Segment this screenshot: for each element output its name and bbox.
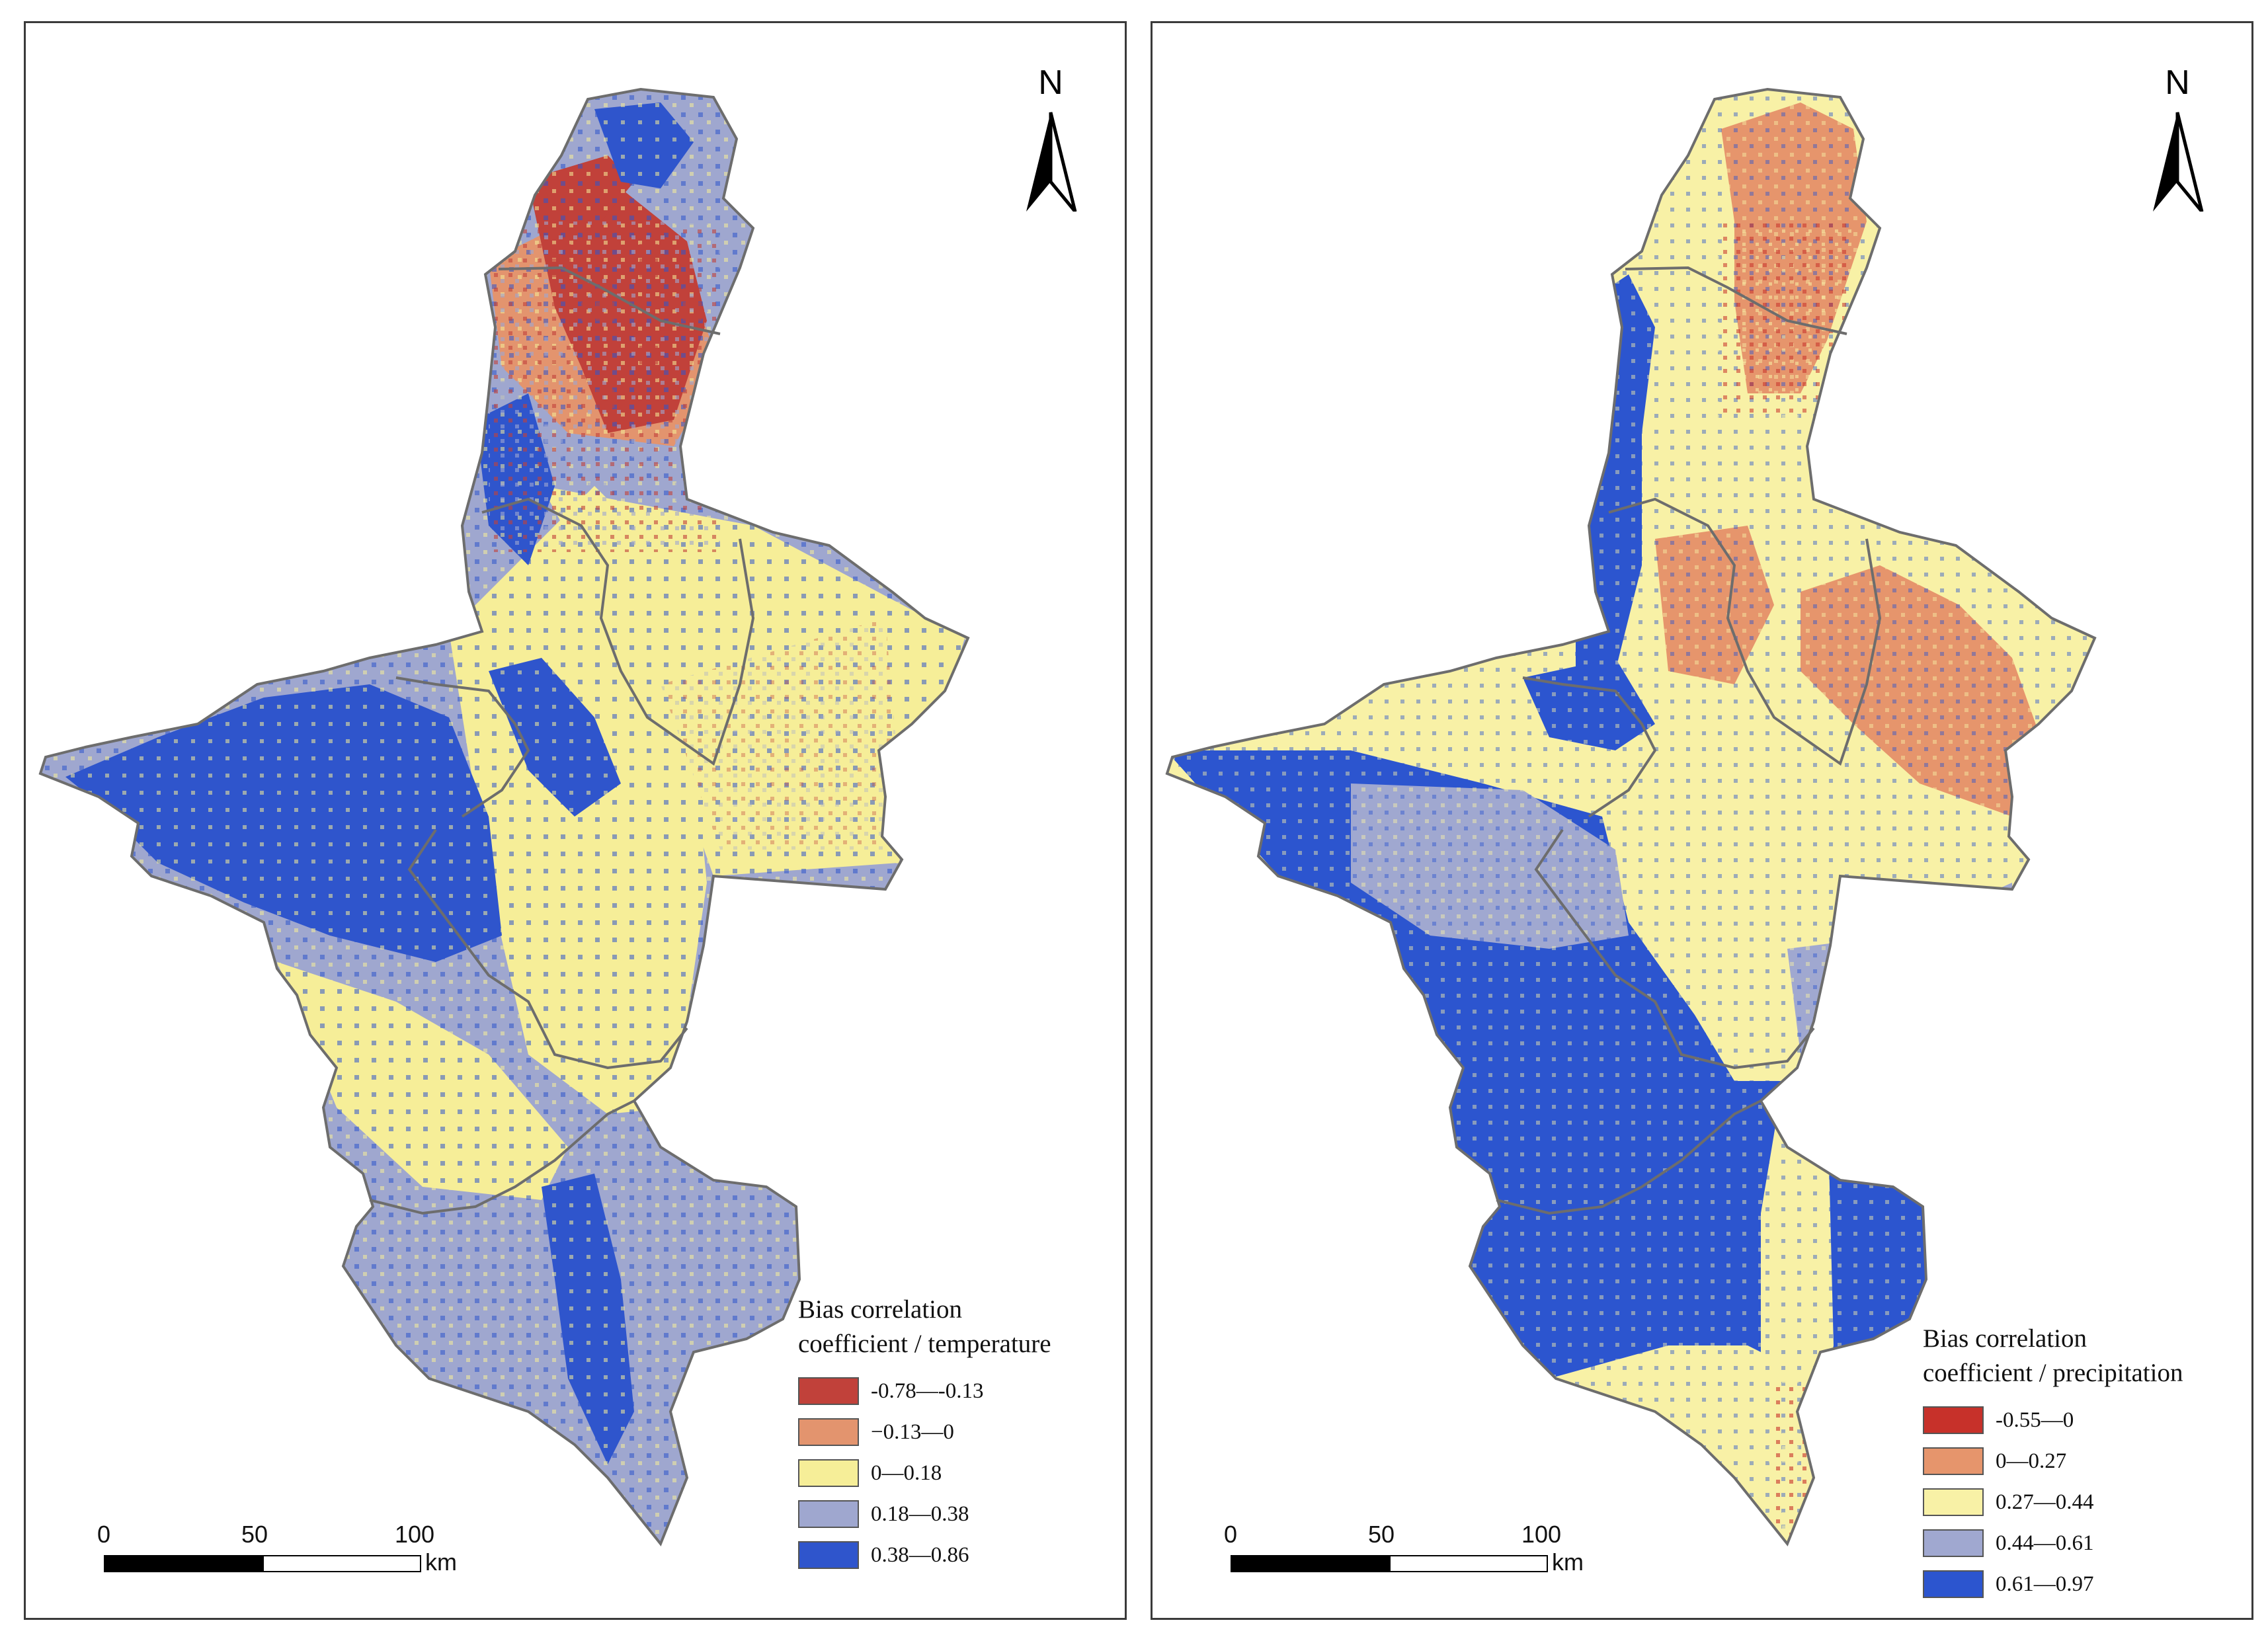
scale-tick: 0 <box>97 1521 111 1548</box>
legend-swatch <box>798 1500 859 1528</box>
admin-boundaries <box>1496 266 1882 1215</box>
legend-swatch <box>798 1377 859 1405</box>
scale-bar: 0 50 100 km <box>1204 1521 1601 1593</box>
legend-label: 0.38—0.86 <box>871 1543 969 1567</box>
legend-label: 0.61—0.97 <box>1996 1572 2094 1596</box>
scale-segment-empty <box>1389 1555 1548 1572</box>
legend-swatch <box>1923 1406 1984 1434</box>
scale-unit: km <box>425 1548 457 1576</box>
legend-swatch <box>1923 1447 1984 1475</box>
region-map-precipitation <box>1166 88 2096 1545</box>
scale-segment-empty <box>263 1555 421 1572</box>
map-panel-temperature: N Bias correlation coefficient / tempera… <box>24 21 1127 1620</box>
legend-label: 0—0.27 <box>1996 1449 2067 1473</box>
legend-swatch <box>798 1541 859 1569</box>
legend-item: 0—0.18 <box>798 1453 1051 1494</box>
legend-item: 0.18—0.38 <box>798 1494 1051 1535</box>
legend-item: −0.13—0 <box>798 1412 1051 1453</box>
north-arrow: N <box>2153 63 2204 212</box>
legend-item: 0—0.27 <box>1923 1441 2183 1482</box>
legend-item: 0.27—0.44 <box>1923 1482 2183 1523</box>
legend-label: -0.78—-0.13 <box>871 1379 984 1403</box>
legend-label: 0.27—0.44 <box>1996 1490 2094 1514</box>
legend-title-line1: Bias correlation <box>798 1295 962 1324</box>
svg-text:N: N <box>2165 63 2190 102</box>
map-panel-precipitation: N Bias correlation coefficient / precipi… <box>1151 21 2253 1620</box>
legend-precipitation: Bias correlation coefficient / precipita… <box>1923 1322 2183 1605</box>
legend-item: -0.78—-0.13 <box>798 1371 1051 1412</box>
legend-label: 0—0.18 <box>871 1461 942 1485</box>
legend-label: 0.44—0.61 <box>1996 1531 2094 1555</box>
scale-bar: 0 50 100 km <box>77 1521 474 1593</box>
legend-label: -0.55—0 <box>1996 1408 2074 1432</box>
legend-swatch <box>798 1459 859 1487</box>
scale-segment-filled <box>104 1555 265 1572</box>
legend-item: 0.44—0.61 <box>1923 1523 2183 1564</box>
legend-title-line1: Bias correlation <box>1923 1324 2087 1353</box>
legend-label: −0.13—0 <box>871 1420 954 1444</box>
admin-boundaries <box>369 266 755 1215</box>
legend-swatch <box>798 1418 859 1446</box>
svg-text:N: N <box>1038 63 1063 102</box>
scale-tick: 100 <box>395 1521 435 1548</box>
legend-title-line2: coefficient / temperature <box>798 1330 1051 1358</box>
scale-tick: 50 <box>241 1521 268 1548</box>
scale-segment-filled <box>1231 1555 1392 1572</box>
legend-label: 0.18—0.38 <box>871 1502 969 1526</box>
scale-tick: 0 <box>1224 1521 1238 1548</box>
scale-unit: km <box>1552 1548 1584 1576</box>
legend-swatch <box>1923 1529 1984 1557</box>
scale-tick: 100 <box>1521 1521 1562 1548</box>
region-map-temperature <box>39 88 969 1545</box>
scale-tick: 50 <box>1368 1521 1395 1548</box>
legend-item: -0.55—0 <box>1923 1400 2183 1441</box>
legend-title-line2: coefficient / precipitation <box>1923 1359 2183 1387</box>
north-arrow: N <box>1026 63 1077 212</box>
legend-item: 0.61—0.97 <box>1923 1564 2183 1605</box>
legend-swatch <box>1923 1488 1984 1516</box>
legend-swatch <box>1923 1570 1984 1598</box>
legend-temperature: Bias correlation coefficient / temperatu… <box>798 1293 1051 1576</box>
legend-item: 0.38—0.86 <box>798 1535 1051 1576</box>
